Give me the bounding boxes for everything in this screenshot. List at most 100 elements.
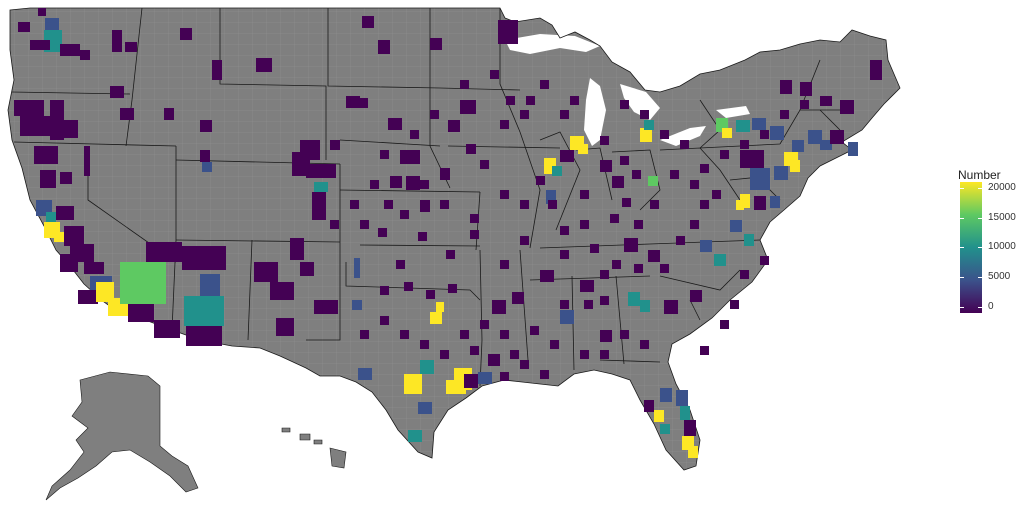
lake-huron <box>620 84 660 120</box>
county-patch <box>536 176 545 185</box>
county-patch <box>470 346 479 355</box>
county-patch <box>540 80 549 89</box>
county-patch <box>774 166 788 180</box>
county-patch <box>740 150 764 168</box>
county-patch <box>436 302 444 312</box>
county-patch <box>478 372 492 384</box>
county-patch <box>510 350 519 359</box>
county-patch <box>650 200 659 209</box>
lake-ontario <box>716 106 750 118</box>
county-patch <box>736 200 744 210</box>
county-patch <box>548 200 557 209</box>
county-patch <box>60 120 78 138</box>
county-patch <box>30 40 50 50</box>
county-patch <box>410 130 419 139</box>
county-patch <box>730 220 742 232</box>
county-patch <box>314 182 328 192</box>
county-patch <box>560 226 569 235</box>
county-patch <box>306 164 336 178</box>
county-patch <box>560 150 574 162</box>
county-patch <box>84 146 90 176</box>
county-patch <box>380 286 389 295</box>
county-patch <box>628 292 640 306</box>
county-patch <box>60 254 78 272</box>
county-patch <box>600 160 612 172</box>
county-patch <box>420 360 434 374</box>
county-patch <box>400 210 409 219</box>
county-patch <box>800 82 812 96</box>
county-patch <box>360 220 369 229</box>
county-patch <box>840 100 854 114</box>
county-patch <box>520 110 529 119</box>
county-patch <box>448 284 457 293</box>
county-patch <box>446 380 466 394</box>
county-patch <box>64 226 84 246</box>
county-patch <box>688 446 698 458</box>
county-patch <box>848 142 858 156</box>
legend-tick-label: 20000 <box>988 182 1016 193</box>
county-patch <box>38 8 46 16</box>
county-patch <box>500 372 509 381</box>
county-patch <box>670 170 679 179</box>
county-patch <box>780 110 789 119</box>
county-patch <box>690 180 699 189</box>
county-patch <box>418 232 427 241</box>
county-patch <box>570 96 579 105</box>
county-patch <box>430 110 439 119</box>
county-patch <box>684 420 696 436</box>
county-patch <box>112 30 122 52</box>
county-patch <box>530 326 539 335</box>
county-patch <box>384 200 393 209</box>
county-patch <box>752 118 766 130</box>
county-patch <box>400 150 420 164</box>
county-patch <box>560 310 574 324</box>
legend-tick: 10000 <box>958 241 1024 253</box>
county-patch <box>380 150 389 159</box>
county-patch <box>580 190 589 199</box>
county-patch <box>202 162 212 172</box>
county-patch <box>790 160 800 172</box>
county-patch <box>390 176 402 188</box>
county-patch <box>430 312 442 324</box>
county-patch <box>754 196 766 210</box>
county-patch <box>580 220 589 229</box>
county-patch <box>408 430 422 442</box>
county-patch <box>700 240 712 252</box>
county-patch <box>660 388 672 402</box>
county-patch <box>370 180 379 189</box>
county-patch <box>792 140 804 152</box>
county-patch <box>780 80 792 94</box>
county-patch <box>314 300 338 314</box>
county-patch <box>720 320 729 329</box>
county-patch <box>45 18 59 30</box>
state-borders <box>7 7 901 471</box>
county-patch <box>270 282 294 300</box>
county-patch <box>620 330 629 339</box>
county-patch <box>20 116 50 136</box>
color-legend: Number 20000 15000 10000 5000 0 <box>958 168 1024 318</box>
legend-tick-label: 10000 <box>988 241 1016 252</box>
county-patch <box>300 262 314 276</box>
county-patch <box>212 60 222 80</box>
county-patch <box>660 264 669 273</box>
county-patch <box>770 126 784 140</box>
county-patch <box>676 390 688 406</box>
county-patch <box>648 176 658 186</box>
county-patch <box>354 258 360 278</box>
county-patch <box>78 290 98 304</box>
county-patch <box>120 262 166 304</box>
county-patch <box>256 58 272 72</box>
county-patch <box>330 220 339 229</box>
county-patch <box>356 98 368 108</box>
county-patch <box>700 346 709 355</box>
county-patch <box>430 38 442 50</box>
county-patch <box>740 270 749 279</box>
county-patch <box>460 100 476 114</box>
county-patch <box>744 234 754 246</box>
county-patch <box>180 28 192 40</box>
county-patch <box>120 108 134 120</box>
county-patch <box>460 80 469 89</box>
county-patch <box>600 350 609 359</box>
county-patch <box>770 196 780 208</box>
county-patch <box>146 242 182 262</box>
